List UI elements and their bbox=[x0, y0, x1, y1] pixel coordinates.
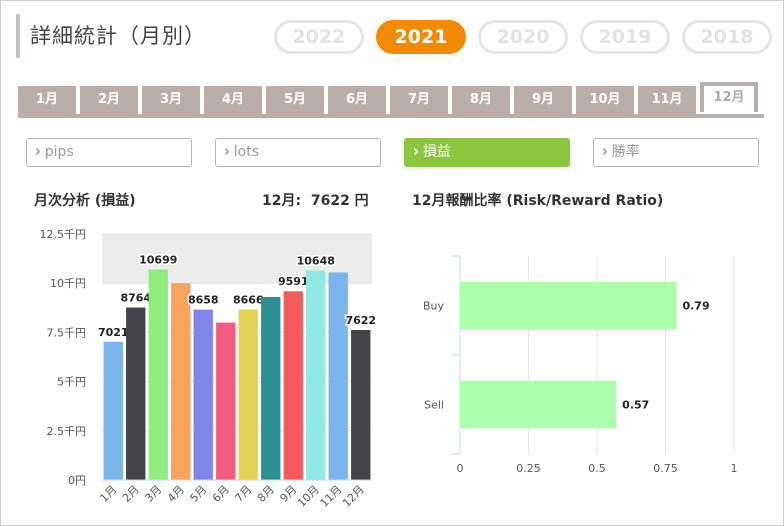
data-label: 0.79 bbox=[682, 300, 709, 313]
metric-label: 損益 bbox=[422, 144, 451, 160]
year-button[interactable]: 2018 bbox=[682, 20, 772, 54]
x-tick-label: 1月 bbox=[97, 483, 119, 505]
metric-label: 勝率 bbox=[611, 144, 640, 160]
x-tick-label: 8月 bbox=[255, 483, 277, 505]
y-tick-label: 5千円 bbox=[57, 376, 86, 389]
y-tick-label: 2.5千円 bbox=[47, 425, 87, 438]
x-tick-label: 12月 bbox=[340, 483, 367, 510]
year-button-active[interactable]: 2021 bbox=[376, 20, 466, 54]
tab-month-10[interactable]: 10月 bbox=[576, 86, 634, 114]
bar-4月 bbox=[171, 283, 191, 480]
x-tick-label: 0.25 bbox=[516, 462, 541, 475]
bar-7月 bbox=[238, 309, 258, 480]
year-selector: 2022 2021 2020 2019 2018 bbox=[274, 20, 772, 54]
tab-month-5[interactable]: 5月 bbox=[266, 86, 324, 114]
highlight-band bbox=[102, 234, 372, 284]
tab-underline bbox=[18, 114, 764, 118]
x-tick-label: 7月 bbox=[232, 483, 254, 505]
metric-label: pips bbox=[44, 144, 74, 160]
x-tick-label: 0.5 bbox=[588, 462, 606, 475]
ratio-bar-chart: 0 0.25 0.5 0.75 1 0.79 Buy 0.57 Sell bbox=[423, 255, 738, 475]
data-label: 9591 bbox=[278, 275, 309, 288]
metric-pips-button[interactable]: › pips bbox=[26, 138, 192, 167]
bar-5月 bbox=[193, 309, 213, 480]
tab-month-11[interactable]: 11月 bbox=[638, 86, 696, 114]
chevron-right-icon: › bbox=[413, 142, 419, 162]
monthly-chart-title: 月次分析 (損益) bbox=[34, 193, 136, 209]
tab-month-4[interactable]: 4月 bbox=[204, 86, 262, 114]
year-button[interactable]: 2019 bbox=[580, 20, 670, 54]
tab-month-2[interactable]: 2月 bbox=[80, 86, 138, 114]
monthly-bar-chart: 0円 2.5千円 5千円 7.5千円 10千円 12.5千円 7021 1月 8764 2月 106… bbox=[40, 228, 378, 510]
data-label: 10648 bbox=[297, 254, 335, 267]
tab-month-8[interactable]: 8月 bbox=[452, 86, 510, 114]
x-tick-label: 0 bbox=[457, 462, 464, 475]
tab-month-3[interactable]: 3月 bbox=[142, 86, 200, 114]
x-tick-label: 4月 bbox=[165, 483, 187, 505]
bar-3月 bbox=[148, 269, 168, 480]
x-tick-label: 1 bbox=[731, 462, 738, 475]
data-label: 10699 bbox=[139, 253, 177, 266]
tab-month-9[interactable]: 9月 bbox=[514, 86, 572, 114]
bar-12月 bbox=[351, 329, 371, 480]
chevron-right-icon: › bbox=[224, 142, 230, 162]
tab-month-6[interactable]: 6月 bbox=[328, 86, 386, 114]
y-tick-label: Sell bbox=[424, 399, 444, 412]
month-total-value: 7622 円 bbox=[310, 193, 369, 209]
year-button[interactable]: 2020 bbox=[478, 20, 568, 54]
y-tick-label: 7.5千円 bbox=[47, 326, 87, 339]
month-tabs: 1月 2月 3月 4月 5月 6月 7月 8月 9月 10月 11月 12月 bbox=[18, 82, 758, 114]
metric-lots-button[interactable]: › lots bbox=[215, 138, 381, 167]
tab-month-7[interactable]: 7月 bbox=[390, 86, 448, 114]
x-tick-label: 3月 bbox=[142, 483, 164, 505]
x-tick-label: 5月 bbox=[187, 483, 209, 505]
chevron-right-icon: › bbox=[35, 142, 41, 162]
y-tick-label: 12.5千円 bbox=[40, 228, 87, 241]
metric-selector: › pips › lots › 損益 › 勝率 bbox=[26, 138, 759, 167]
data-label: 0.57 bbox=[622, 399, 649, 412]
y-tick-label: 0円 bbox=[68, 474, 86, 487]
tab-month-1[interactable]: 1月 bbox=[18, 86, 76, 114]
metric-label: lots bbox=[233, 144, 260, 160]
bar-6月 bbox=[216, 322, 236, 480]
bar-11月 bbox=[328, 272, 348, 480]
x-tick-label: 6月 bbox=[210, 483, 232, 505]
x-tick-label: 0.75 bbox=[653, 462, 678, 475]
data-label: 7021 bbox=[98, 326, 129, 339]
data-label: 8764 bbox=[120, 292, 151, 305]
x-tick-label: 11月 bbox=[318, 483, 345, 510]
year-button[interactable]: 2022 bbox=[274, 20, 364, 54]
bar-8月 bbox=[261, 296, 281, 480]
ratio-chart-title: 12月報酬比率 (Risk/Reward Ratio) bbox=[412, 193, 664, 209]
data-label: 8658 bbox=[188, 294, 219, 307]
month-total: 12月: 7622 円 bbox=[262, 190, 369, 210]
y-tick-label: 10千円 bbox=[50, 277, 86, 290]
chevron-right-icon: › bbox=[602, 142, 608, 162]
page-title: 詳細統計（月別） bbox=[30, 24, 206, 48]
metric-winrate-button[interactable]: › 勝率 bbox=[593, 138, 759, 167]
bar-2月 bbox=[126, 307, 146, 480]
x-tick-label: 10月 bbox=[295, 483, 322, 510]
tab-month-12-active[interactable]: 12月 bbox=[700, 82, 758, 112]
metric-profit-button[interactable]: › 損益 bbox=[404, 138, 570, 167]
month-total-label: 12月: bbox=[262, 193, 302, 209]
bar-1月 bbox=[103, 341, 123, 480]
title-bar: 詳細統計（月別） bbox=[16, 14, 206, 58]
bar-9月 bbox=[283, 291, 303, 480]
bar-10月 bbox=[306, 270, 326, 480]
data-label: 7622 bbox=[345, 314, 376, 327]
y-tick-label: Buy bbox=[423, 300, 445, 313]
data-label: 8666 bbox=[233, 293, 264, 306]
bar-Sell bbox=[460, 380, 617, 429]
x-tick-label: 2月 bbox=[120, 483, 142, 505]
bar-Buy bbox=[460, 281, 677, 330]
